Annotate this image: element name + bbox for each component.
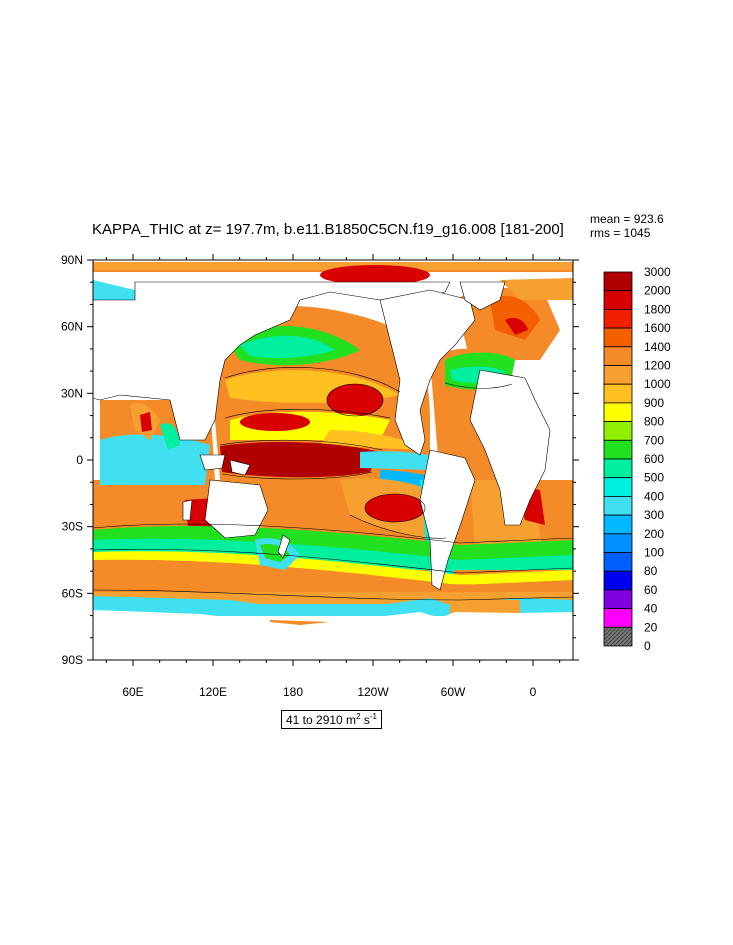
colorbar-label: 40 — [644, 602, 658, 616]
land-masses — [93, 281, 573, 660]
colorbar-swatch — [603, 365, 633, 385]
arctic-field — [93, 262, 573, 300]
colorbar-swatch — [603, 533, 633, 553]
rms-value: rms = 1045 — [590, 226, 651, 240]
stats-box: mean = 923.6 rms = 1045 — [590, 212, 664, 240]
chart-title: KAPPA_THIC at z= 197.7m, b.e11.B1850C5CN… — [92, 221, 564, 238]
contour-lines — [93, 367, 573, 601]
colorbar-label: 600 — [644, 452, 664, 466]
colorbar-swatch — [603, 626, 633, 647]
colorbar-label: 700 — [644, 433, 664, 447]
colorbar-label: 0 — [644, 639, 651, 653]
x-tick-label: 180 — [283, 685, 303, 699]
colorbar-label: 200 — [644, 527, 664, 541]
north-pacific-bands — [225, 326, 420, 450]
southern-ocean-bands — [93, 525, 573, 607]
colorbar-label: 400 — [644, 489, 664, 503]
colorbar-label: 300 — [644, 508, 664, 522]
range-mid: s — [360, 713, 370, 727]
colorbar-label: 60 — [644, 583, 658, 597]
x-tick-label: 120E — [199, 685, 227, 699]
colorbar-swatch — [603, 439, 633, 460]
colorbar-label: 500 — [644, 471, 664, 485]
range-label: 41 to 2910 m2 s-1 — [281, 710, 382, 729]
colorbar-label: 900 — [644, 396, 664, 410]
colorbar-swatch — [603, 327, 633, 348]
x-axis: 60E 120E 180 120W 60W 0 — [105, 254, 561, 699]
colorbar-swatch — [603, 383, 633, 404]
colorbar-swatch — [603, 495, 633, 516]
colorbar-label: 80 — [644, 564, 658, 578]
colorbar-swatch — [603, 290, 633, 310]
colorbar-swatch — [603, 514, 633, 535]
colorbar-swatch — [603, 308, 633, 329]
y-tick-label: 60N — [61, 320, 83, 334]
colorbar-label: 1800 — [644, 302, 671, 316]
y-axis: 90N 60N 30N 0 30S 60S 90S — [61, 253, 579, 667]
colorbar-label: 20 — [644, 620, 658, 634]
colorbar-swatch — [603, 570, 633, 591]
colorbar-label: 1000 — [644, 377, 671, 391]
x-tick-label: 120W — [357, 685, 389, 699]
colorbar-label: 100 — [644, 546, 664, 560]
colorbar-legend: 3000200018001600140012001000900800700600… — [603, 265, 671, 653]
range-exp2: -1 — [369, 712, 377, 721]
colorbar-label: 1600 — [644, 321, 671, 335]
map-panel — [93, 260, 573, 660]
colorbar-label: 800 — [644, 415, 664, 429]
colorbar-swatch — [603, 346, 633, 366]
y-tick-label: 0 — [76, 453, 83, 467]
y-tick-label: 30N — [61, 386, 83, 400]
y-tick-label: 90S — [62, 653, 83, 667]
y-tick-label: 90N — [61, 253, 83, 267]
y-tick-label: 30S — [62, 520, 83, 534]
colorbar-swatch — [603, 477, 633, 497]
range-exp1: 2 — [356, 712, 361, 721]
mean-value: mean = 923.6 — [590, 212, 664, 226]
x-tick-label: 60W — [441, 685, 466, 699]
x-tick-label: 60E — [122, 685, 143, 699]
x-tick-label: 0 — [530, 685, 537, 699]
colorbar-swatch — [603, 589, 633, 610]
colorbar-swatch — [603, 402, 633, 422]
colorbar-swatch — [603, 608, 633, 628]
colorbar-swatch — [603, 458, 633, 479]
colorbar-label: 1200 — [644, 359, 671, 373]
range-prefix: 41 to 2910 m — [286, 713, 357, 727]
colorbar-swatch — [603, 552, 633, 572]
colorbar-swatch — [603, 421, 633, 441]
y-tick-label: 60S — [62, 586, 83, 600]
colorbar-label: 2000 — [644, 284, 671, 298]
colorbar-label: 1400 — [644, 340, 671, 354]
colorbar-label: 3000 — [644, 265, 671, 279]
colorbar-swatch — [603, 271, 633, 292]
